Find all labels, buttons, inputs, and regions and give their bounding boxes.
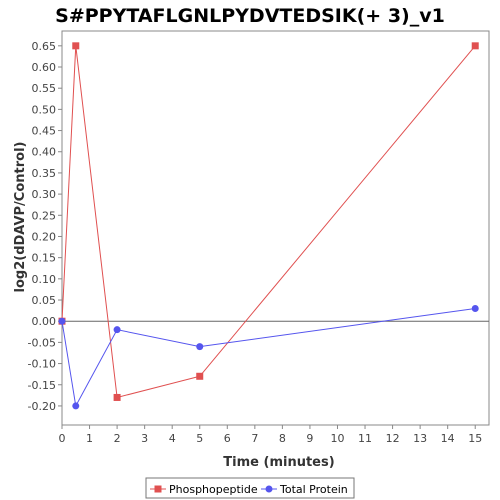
x-axis: 0 1 2 3 4 5 6 7 8 9 10 11 12 13 14 15 <box>59 425 482 445</box>
x-tick-label: 10 <box>330 432 344 445</box>
series-layer <box>58 42 479 410</box>
y-tick-label: 0.30 <box>32 188 57 201</box>
y-tick-label: 0.15 <box>32 252 57 265</box>
data-point <box>58 317 66 325</box>
y-tick-label: 0.20 <box>32 230 57 243</box>
data-point <box>196 343 204 351</box>
x-tick-label: 12 <box>386 432 400 445</box>
legend: Phosphopeptide Total Protein <box>145 477 355 499</box>
y-tick-label: -0.10 <box>28 358 56 371</box>
y-axis-label: log2(dDAVP/Control) <box>13 142 28 293</box>
y-tick-label: 0.65 <box>32 40 57 53</box>
data-point <box>471 304 479 312</box>
y-tick-label: 0.40 <box>32 146 57 159</box>
y-tick-label: 0.45 <box>32 125 57 138</box>
y-tick-label: 0.50 <box>32 103 57 116</box>
series-total-protein <box>58 304 479 410</box>
x-tick-label: 5 <box>196 432 203 445</box>
x-tick-label: 13 <box>413 432 427 445</box>
legend-item: Phosphopeptide <box>150 483 258 496</box>
legend-label: Phosphopeptide <box>169 483 258 496</box>
x-tick-label: 9 <box>306 432 313 445</box>
x-tick-label: 6 <box>224 432 231 445</box>
legend-item: Total Protein <box>261 483 348 496</box>
y-tick-label: -0.05 <box>28 336 56 349</box>
x-tick-label: 2 <box>114 432 121 445</box>
x-tick-label: 4 <box>169 432 176 445</box>
data-point <box>72 42 80 50</box>
legend-label: Total Protein <box>279 483 348 496</box>
data-point <box>471 42 479 50</box>
y-tick-label: 0.00 <box>32 315 57 328</box>
y-tick-label: -0.15 <box>28 379 56 392</box>
data-point <box>72 402 80 410</box>
y-tick-label: 0.55 <box>32 82 57 95</box>
x-tick-label: 3 <box>141 432 148 445</box>
x-axis-label: Time (minutes) <box>223 455 334 470</box>
legend-marker <box>265 485 273 493</box>
x-tick-label: 14 <box>441 432 455 445</box>
x-tick-label: 0 <box>59 432 66 445</box>
plot-area <box>61 30 490 426</box>
y-tick-label: 0.10 <box>32 273 57 286</box>
x-tick-label: 8 <box>279 432 286 445</box>
y-tick-label: 0.25 <box>32 209 57 222</box>
chart-title: S#PPYTAFLGNLPYDVTEDSIK(+ 3)_v1 <box>55 5 445 27</box>
x-tick-label: 7 <box>251 432 258 445</box>
data-point <box>196 372 204 380</box>
legend-box <box>145 477 355 499</box>
y-tick-label: 0.60 <box>32 61 57 74</box>
y-tick-label: 0.05 <box>32 294 57 307</box>
x-tick-label: 15 <box>468 432 482 445</box>
data-point <box>113 326 121 334</box>
x-tick-label: 11 <box>358 432 372 445</box>
legend-marker <box>154 485 162 493</box>
x-tick-label: 1 <box>86 432 93 445</box>
y-axis: -0.20 -0.15 -0.10 -0.05 0.00 0.05 0.10 0.15 0.20… <box>28 40 62 413</box>
y-tick-label: 0.35 <box>32 167 57 180</box>
y-tick-label: -0.20 <box>28 400 56 413</box>
data-point <box>113 393 121 401</box>
